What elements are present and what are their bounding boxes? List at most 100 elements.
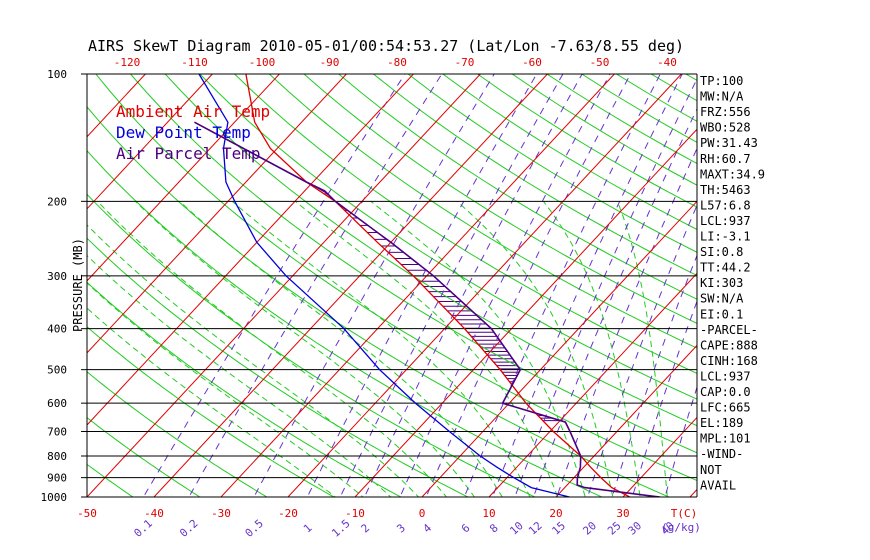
top-temp-tick-label: -60: [522, 56, 542, 69]
mixing-ratio-line: [556, 147, 697, 497]
moist-adiabat: [294, 200, 559, 497]
mixing-ratio-line: [399, 74, 611, 497]
mixing-ratio-line: [664, 385, 697, 497]
dry-adiabat: [233, 74, 697, 374]
mixing-ratio-line: [491, 74, 683, 497]
stat-item: MPL:101: [700, 432, 751, 446]
plot-frame: [86, 73, 698, 498]
moist-adiabat: [370, 200, 586, 497]
top-temp-tick-label: -90: [320, 56, 340, 69]
legend-ambient: Ambient Air Temp: [116, 102, 270, 121]
dry-adiabat: [199, 74, 697, 400]
stat-item: TH:5463: [700, 183, 751, 197]
isotherm: [87, 74, 481, 497]
series-dewpoint: [198, 74, 570, 497]
bottom-temp-tick-label: -50: [77, 507, 97, 520]
dry-adiabat: [87, 106, 671, 497]
dry-adiabat: [87, 237, 470, 497]
isotherm: [87, 74, 347, 354]
isotherm: [153, 74, 548, 497]
stat-item: -WIND-: [700, 447, 743, 461]
stat-item: L57:6.8: [700, 198, 751, 212]
bottom-temp-tick-label: 20: [549, 507, 562, 520]
pressure-tick-label: 300: [47, 270, 67, 283]
isotherm: [488, 272, 697, 497]
isotherm: [555, 344, 697, 497]
bottom-temp-tick-label: 10: [482, 507, 495, 520]
moist-adiabat: [87, 282, 364, 497]
temp-unit-label: T(C): [671, 507, 698, 520]
isotherm: [421, 200, 697, 497]
dry-adiabat: [303, 74, 697, 324]
stat-item: MW:N/A: [700, 90, 744, 104]
dry-adiabat: [87, 371, 268, 497]
dry-adiabat: [87, 326, 335, 497]
stat-item: CAPE:888: [700, 338, 758, 352]
moist-adiabat: [87, 307, 337, 497]
dry-adiabat: [87, 463, 134, 497]
mixing-ratio-line: [587, 204, 697, 497]
series-parcel: [194, 121, 660, 497]
stat-item: CINH:168: [700, 354, 758, 368]
mixing-ratio-line: [425, 74, 632, 497]
isotherm: [87, 74, 414, 426]
mixing-ratio-line: [514, 77, 697, 497]
dry-adiabat: [268, 74, 697, 349]
top-temp-tick-label: -50: [590, 56, 610, 69]
moist-adiabat: [543, 200, 641, 497]
stat-item: SW:N/A: [700, 292, 744, 306]
stat-item: TP:100: [700, 74, 743, 88]
stat-item: CAP:0.0: [700, 385, 751, 399]
legend-dewpoint: Dew Point Temp: [116, 123, 251, 142]
moist-adiabat: [616, 201, 668, 497]
top-temp-tick-label: -70: [455, 56, 475, 69]
moist-adiabat: [134, 200, 476, 497]
pressure-tick-label: 900: [47, 472, 67, 485]
pressure-tick-label: 600: [47, 397, 67, 410]
dry-adiabat: [87, 281, 402, 497]
stat-item: AVAIL: [700, 478, 736, 492]
stat-item: MAXT:34.9: [700, 167, 765, 181]
stat-item: LFC:665: [700, 401, 751, 415]
top-temp-tick-label: -40: [657, 56, 677, 69]
stat-item: FRZ:556: [700, 105, 751, 119]
stat-item: LI:-3.1: [700, 230, 751, 244]
dry-adiabat: [95, 74, 697, 482]
bottom-temp-tick-label: 0: [419, 507, 426, 520]
stat-item: NOT: [700, 463, 722, 477]
stat-item: LCL:937: [700, 369, 751, 383]
stat-item: PW:31.43: [700, 136, 758, 150]
stat-item: EL:189: [700, 416, 743, 430]
moist-adiabat: [87, 254, 392, 497]
mixing-ratio-line: [532, 107, 697, 497]
chart-title: AIRS SkewT Diagram 2010-05-01/00:54:53.2…: [88, 37, 684, 55]
moist-adiabat: [87, 224, 420, 497]
bottom-temp-tick-label: -10: [345, 507, 365, 520]
stat-item: KI:303: [700, 276, 743, 290]
pressure-tick-label: 100: [47, 68, 67, 81]
mixing-ratio-line: [142, 74, 406, 497]
mixing-ratio-line: [188, 74, 443, 497]
pressure-tick-label: 500: [47, 364, 67, 377]
pressure-tick-label: 1000: [41, 491, 68, 504]
bottom-temp-tick-label: -40: [144, 507, 164, 520]
isotherm: [87, 74, 280, 282]
isotherm: [220, 74, 615, 497]
diagram-grid: [87, 74, 697, 497]
stat-item: SI:0.8: [700, 245, 743, 259]
isotherm: [354, 128, 697, 497]
top-temp-tick-label: -120: [114, 56, 141, 69]
mixing-ratio-line: [611, 254, 697, 497]
dry-adiabat: [337, 74, 697, 300]
stat-item: -PARCEL-: [700, 323, 758, 337]
stat-item: TT:44.2: [700, 261, 751, 275]
isotherm: [622, 416, 697, 497]
bottom-temp-tick-label: -20: [278, 507, 298, 520]
dry-adiabat: [129, 74, 697, 454]
bottom-temp-tick-label: -30: [211, 507, 231, 520]
moist-adiabat: [179, 200, 503, 497]
legend-parcel: Air Parcel Temp: [116, 144, 261, 163]
